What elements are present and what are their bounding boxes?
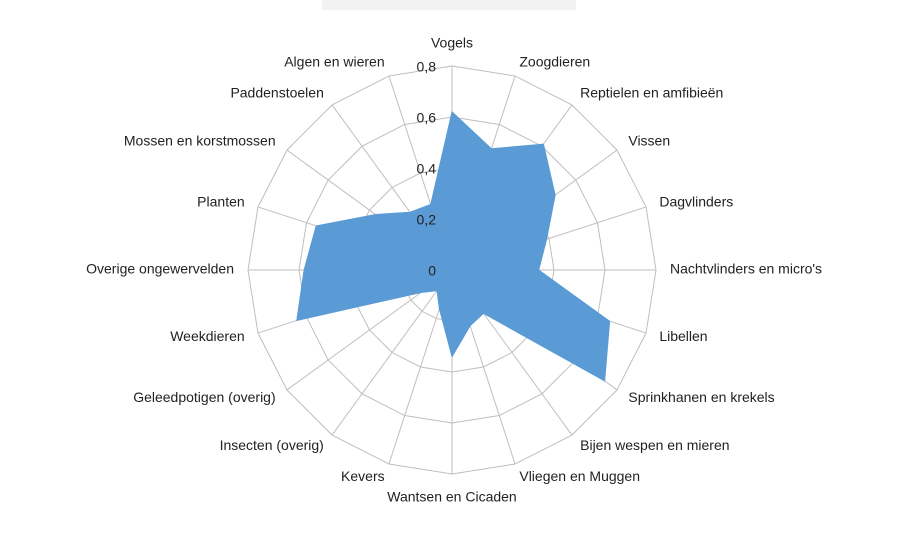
- category-label: Vissen: [628, 133, 670, 149]
- category-label: Mossen en korstmossen: [124, 133, 276, 149]
- category-label: Zoogdieren: [519, 53, 590, 69]
- category-label: Vliegen en Muggen: [519, 468, 640, 484]
- category-label: Bijen wespen en mieren: [580, 437, 729, 453]
- category-label: Overige ongewervelden: [86, 261, 234, 277]
- category-label: Weekdieren: [170, 328, 244, 344]
- category-label: Planten: [197, 193, 244, 209]
- category-label: Paddenstoelen: [230, 84, 323, 100]
- category-label: Algen en wieren: [284, 53, 384, 69]
- category-label: Insecten (overig): [220, 437, 324, 453]
- category-label: Nachtvlinders en micro's: [670, 261, 822, 277]
- category-label: Vogels: [431, 35, 473, 51]
- category-label: Dagvlinders: [659, 193, 733, 209]
- spoke: [331, 269, 453, 436]
- category-label: Geleedpotigen (overig): [133, 389, 275, 405]
- category-label: Sprinkhanen en krekels: [628, 389, 774, 405]
- tick-label: 0,4: [417, 161, 437, 177]
- category-label: Wantsen en Cicaden: [387, 489, 516, 505]
- radar-area: [296, 110, 611, 382]
- tick-label: 0: [428, 263, 436, 279]
- tick-label: 0,2: [417, 212, 437, 228]
- legend-placeholder: [322, 0, 576, 10]
- category-label: Reptielen en amfibieën: [580, 84, 723, 100]
- labels: 0 0,2 0,4 0,6 0,8 Vogels Zoogdieren Reptielen e…: [86, 35, 822, 505]
- category-label: Libellen: [659, 328, 707, 344]
- plot-area: [296, 110, 611, 382]
- tick-label: 0,6: [417, 110, 437, 126]
- category-label: Kevers: [341, 468, 385, 484]
- tick-label: 0,8: [417, 59, 437, 75]
